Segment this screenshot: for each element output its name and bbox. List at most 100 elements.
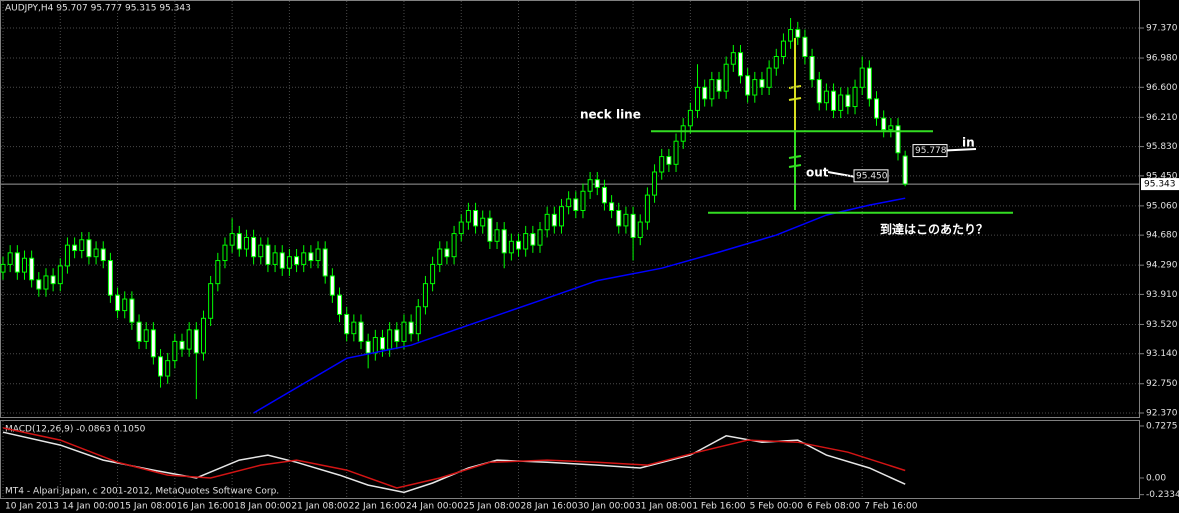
candle-body xyxy=(43,275,49,290)
candle-body xyxy=(888,125,894,131)
candle-body xyxy=(251,236,257,258)
candle-body xyxy=(630,213,636,238)
candle-body xyxy=(551,213,557,227)
candle-body xyxy=(279,252,285,269)
x-tick-label: 31 Jan 08:00 xyxy=(635,502,692,512)
measure-tick xyxy=(788,155,802,168)
candle-body xyxy=(702,86,708,100)
candle-body xyxy=(186,329,192,350)
x-tick-label: 6 Feb 08:00 xyxy=(807,502,861,512)
candle-body xyxy=(508,240,514,254)
candle-body xyxy=(79,239,85,252)
x-tick-label: 16 Jan 16:00 xyxy=(177,502,234,512)
current-price-box xyxy=(1141,178,1179,191)
candle-body xyxy=(222,244,228,262)
candle-body xyxy=(258,244,264,258)
macd-title: MACD(12,26,9) -0.0863 0.1050 xyxy=(5,425,146,435)
candle-body xyxy=(881,117,887,131)
candle-body xyxy=(29,257,35,281)
copyright: MT4 - Alpari Japan, c 2001-2012, MetaQuo… xyxy=(5,487,279,497)
candle-body xyxy=(57,265,63,285)
candle-body xyxy=(895,125,901,154)
candle-body xyxy=(773,56,779,69)
candle-body xyxy=(558,206,564,227)
candle-body xyxy=(86,239,92,258)
price-label-box xyxy=(853,169,889,183)
candle-body xyxy=(115,294,121,312)
main-frame xyxy=(0,0,1140,418)
candle-body xyxy=(845,94,851,108)
x-tick-label: 28 Jan 16:00 xyxy=(521,502,578,512)
candle-body xyxy=(308,252,314,262)
candle-body xyxy=(93,248,99,258)
candle-body xyxy=(329,275,335,296)
x-tick-label: 10 Jan 2013 xyxy=(5,502,59,512)
y-tick-label: 93.140 xyxy=(1146,349,1178,359)
candle-body xyxy=(487,217,493,242)
y-tick-label: 95.830 xyxy=(1146,142,1178,152)
candle-body xyxy=(902,155,908,185)
current-price-label: 95.343 xyxy=(1144,180,1176,190)
candle-body xyxy=(143,329,149,342)
candle-body xyxy=(64,244,70,267)
candle-body xyxy=(594,179,600,188)
candle-body xyxy=(365,340,371,354)
candle-body xyxy=(150,329,156,358)
candle-body xyxy=(680,125,686,142)
candle-body xyxy=(72,244,78,252)
price-label-box xyxy=(912,144,948,158)
x-tick-label: 24 Jan 00:00 xyxy=(406,502,463,512)
candle-body xyxy=(623,213,629,227)
candle-body xyxy=(480,217,486,227)
candle-body xyxy=(516,240,522,250)
candle-body xyxy=(387,329,393,350)
candle-body xyxy=(494,229,500,242)
candle-body xyxy=(859,67,865,88)
candle-body xyxy=(501,229,507,254)
x-tick-label: 1 Feb 16:00 xyxy=(692,502,746,512)
x-tick-label: 25 Jan 08:00 xyxy=(463,502,520,512)
y-tick-label: 92.370 xyxy=(1146,408,1178,418)
candle-body xyxy=(852,86,858,108)
candle-body xyxy=(136,321,142,342)
candle-body xyxy=(179,340,185,350)
y-tick-label: 0.00 xyxy=(1146,473,1166,483)
candle-body xyxy=(709,79,715,100)
y-tick-label: -0.2334 xyxy=(1146,490,1179,500)
candle-body xyxy=(566,198,572,208)
candle-body xyxy=(752,79,758,96)
macd-line xyxy=(2,427,906,489)
candle-body xyxy=(430,263,436,285)
candle-body xyxy=(14,252,20,273)
y-tick-label: 95.060 xyxy=(1146,201,1178,211)
candle-body xyxy=(737,52,743,77)
candle-body xyxy=(107,260,113,296)
macd-frame xyxy=(0,420,1140,499)
y-tick-label: 96.980 xyxy=(1146,54,1178,64)
candle-body xyxy=(795,29,801,38)
candle-body xyxy=(666,156,672,165)
moving-average xyxy=(253,197,906,414)
candle-body xyxy=(580,190,586,212)
candle-body xyxy=(573,198,579,212)
y-tick-label: 0.7275 xyxy=(1146,421,1178,431)
candle-body xyxy=(129,298,135,323)
candle-body xyxy=(523,233,529,250)
candle-body xyxy=(716,79,722,92)
candle-body xyxy=(802,36,808,58)
y-tick-label: 97.370 xyxy=(1146,24,1178,34)
x-tick-label: 7 Feb 16:00 xyxy=(864,502,918,512)
annotation: in xyxy=(962,136,975,150)
candle-body xyxy=(337,294,343,315)
candle-body xyxy=(236,233,242,250)
candle-body xyxy=(358,321,364,342)
candle-body xyxy=(437,248,443,265)
annotation: neck line xyxy=(580,108,641,122)
candle-body xyxy=(215,260,221,285)
candle-body xyxy=(780,40,786,58)
y-tick-label: 95.450 xyxy=(1146,171,1178,181)
candle-body xyxy=(530,233,536,246)
candle-body xyxy=(659,156,665,173)
y-tick-label: 96.210 xyxy=(1146,113,1178,123)
candle-body xyxy=(322,248,328,277)
